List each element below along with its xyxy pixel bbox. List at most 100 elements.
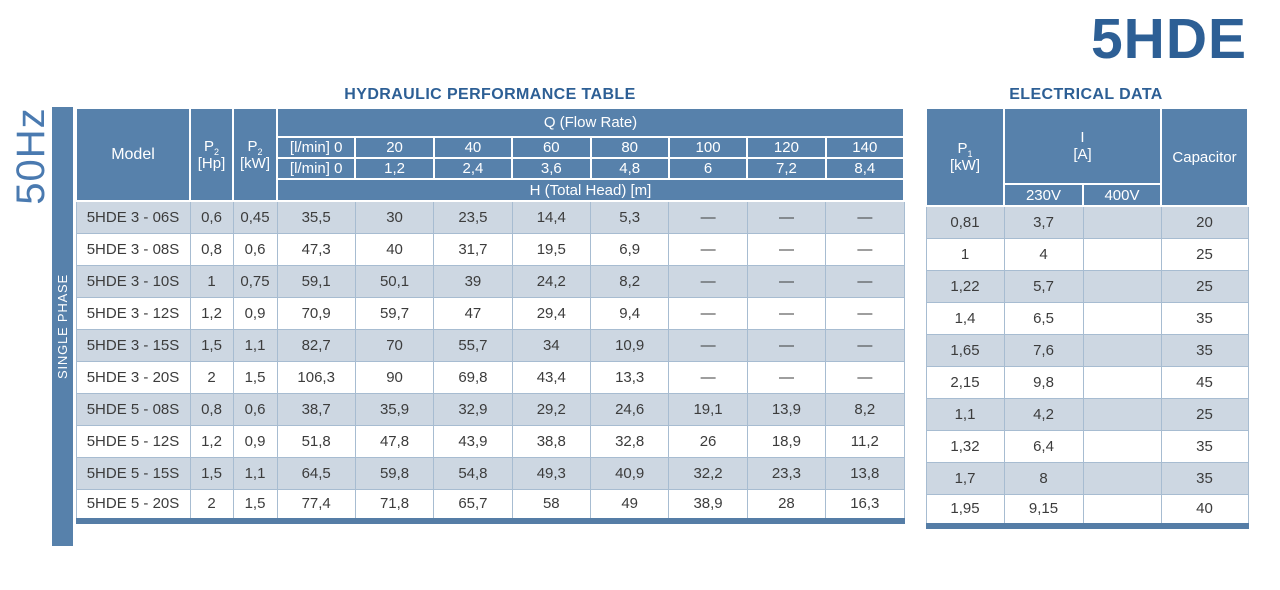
capacitor-cell: 35 — [1160, 461, 1249, 495]
p2-hp-cell: 2 — [189, 488, 234, 522]
head-value-cell: 26 — [668, 424, 748, 458]
head-value-cell: 8,2 — [589, 264, 670, 298]
single-phase-label: SINGLE PHASE — [55, 274, 70, 379]
flow-lmin-value-header: 20 — [354, 136, 435, 159]
head-value-cell: — — [668, 232, 748, 266]
flow-m3h-value-header: 8,4 — [824, 157, 906, 180]
p2-hp-cell: 1,5 — [189, 328, 234, 362]
electrical-row: 1,65 7,6 35 — [925, 333, 1249, 367]
p2-kw-column-header: P2 [kW] — [232, 107, 278, 202]
i-400v-cell — [1082, 461, 1162, 495]
hydraulic-row: 5HDE 5 - 12S 1,2 0,9 51,8 47,8 43,9 38,8 32,8 26… — [75, 424, 905, 458]
head-value-cell: — — [668, 360, 748, 394]
i-230v-cell: 4,2 — [1003, 397, 1084, 431]
head-value-cell: 70,9 — [276, 296, 356, 330]
electrical-row: 1 4 25 — [925, 237, 1249, 271]
flow-lmin-value-header: 140 — [824, 136, 906, 159]
head-value-cell: — — [746, 328, 827, 362]
p2-kw-cell: 0,45 — [232, 200, 278, 234]
hydraulic-row: 5HDE 3 - 15S 1,5 1,1 82,7 70 55,7 34 10,9— — — — [75, 328, 905, 362]
voltage-230-header: 230V — [1003, 183, 1084, 207]
model-cell: 5HDE 5 - 20S — [75, 488, 191, 522]
flow-m3h-value-header: 3,6 — [511, 157, 592, 180]
hydraulic-performance-table: Model P2 [Hp] P2 [kW] Q (Flow Rate) [l/min… — [75, 107, 906, 524]
p1-cell: 1 — [925, 237, 1005, 271]
head-value-cell: — — [825, 200, 905, 234]
head-value-cell: — — [746, 232, 827, 266]
model-cell: 5HDE 5 - 08S — [75, 392, 191, 426]
single-phase-strip: SINGLE PHASE — [52, 107, 73, 546]
p1-cell: 1,4 — [925, 301, 1005, 335]
i-230v-cell: 6,4 — [1003, 429, 1084, 463]
head-value-cell: 38,8 — [511, 424, 592, 458]
model-column-header: Model — [75, 107, 191, 202]
head-value-cell: 35,9 — [354, 392, 435, 426]
head-value-cell: 71,8 — [354, 488, 435, 522]
model-cell: 5HDE 3 - 10S — [75, 264, 191, 298]
model-cell: 5HDE 3 - 12S — [75, 296, 191, 330]
head-value-cell: 64,5 — [276, 456, 356, 490]
i-230v-cell: 9,8 — [1003, 365, 1084, 399]
head-value-cell: 40 — [354, 232, 435, 266]
head-value-cell: 8,2 — [825, 392, 905, 426]
head-value-cell: 16,3 — [825, 488, 905, 522]
head-value-cell: — — [825, 360, 905, 394]
head-value-cell: 82,7 — [276, 328, 356, 362]
model-cell: 5HDE 3 - 08S — [75, 232, 191, 266]
head-value-cell: 70 — [354, 328, 435, 362]
p2-kw-cell: 1,5 — [232, 488, 278, 522]
capacitor-cell: 45 — [1160, 365, 1249, 399]
p2-kw-cell: 1,1 — [232, 328, 278, 362]
head-value-cell: — — [746, 296, 827, 330]
head-value-cell: 11,2 — [825, 424, 905, 458]
current-symbol: I — [1080, 129, 1085, 146]
p1-cell: 1,95 — [925, 493, 1005, 527]
head-value-cell: 13,9 — [746, 392, 827, 426]
electrical-row: 1,32 6,4 35 — [925, 429, 1249, 463]
electrical-row: 0,81 3,7 20 — [925, 205, 1249, 239]
p2-kw-cell: 0,9 — [232, 424, 278, 458]
head-value-cell: 55,7 — [433, 328, 513, 362]
head-value-cell: 47,8 — [354, 424, 435, 458]
head-value-cell: — — [668, 296, 748, 330]
head-value-cell: 29,2 — [511, 392, 592, 426]
p1-subscript: 1 — [967, 149, 973, 159]
head-value-cell: 31,7 — [433, 232, 513, 266]
head-value-cell: 28 — [746, 488, 827, 522]
head-value-cell: 77,4 — [276, 488, 356, 522]
i-230v-cell: 3,7 — [1003, 205, 1084, 239]
head-value-cell: 51,8 — [276, 424, 356, 458]
head-value-cell: 38,9 — [668, 488, 748, 522]
capacitor-cell: 35 — [1160, 429, 1249, 463]
head-value-cell: — — [825, 328, 905, 362]
electrical-row: 1,95 9,15 40 — [925, 493, 1249, 527]
flow-lmin-value-header: 60 — [511, 136, 592, 159]
hydraulic-row: 5HDE 3 - 06S 0,6 0,45 35,5 30 23,5 14,4 5,3— — — — [75, 200, 905, 234]
i-230v-cell: 4 — [1003, 237, 1084, 271]
p1-cell: 1,32 — [925, 429, 1005, 463]
product-title: 5HDE — [1090, 7, 1247, 71]
head-value-cell: — — [746, 360, 827, 394]
i-230v-cell: 7,6 — [1003, 333, 1084, 367]
head-value-cell: 35,5 — [276, 200, 356, 234]
p2-hp-unit: [Hp] — [197, 154, 226, 172]
p1-cell: 2,15 — [925, 365, 1005, 399]
head-value-cell: — — [825, 232, 905, 266]
head-value-cell: 32,9 — [433, 392, 513, 426]
current-unit: [A] — [1073, 146, 1092, 163]
head-value-cell: 14,4 — [511, 200, 592, 234]
capacitor-cell: 35 — [1160, 301, 1249, 335]
hydraulic-row: 5HDE 3 - 10S 1 0,75 59,1 50,1 39 24,2 8,2— — — — [75, 264, 905, 298]
head-value-cell: 32,8 — [589, 424, 670, 458]
hydraulic-row: 5HDE 5 - 15S 1,5 1,1 64,5 59,8 54,8 49,3 40,9 32… — [75, 456, 905, 490]
flow-lmin-unit-header: [l/min] 0 — [275, 136, 357, 159]
voltage-400-header: 400V — [1082, 183, 1162, 207]
capacitor-column-header: Capacitor — [1160, 107, 1249, 207]
i-400v-cell — [1082, 269, 1162, 303]
p1-column-header: P1 [kW] — [925, 107, 1005, 207]
model-cell: 5HDE 5 - 12S — [75, 424, 191, 458]
i-400v-cell — [1082, 365, 1162, 399]
capacitor-cell: 40 — [1160, 493, 1249, 527]
i-230v-cell: 8 — [1003, 461, 1084, 495]
electrical-row: 1,7 8 35 — [925, 461, 1249, 495]
